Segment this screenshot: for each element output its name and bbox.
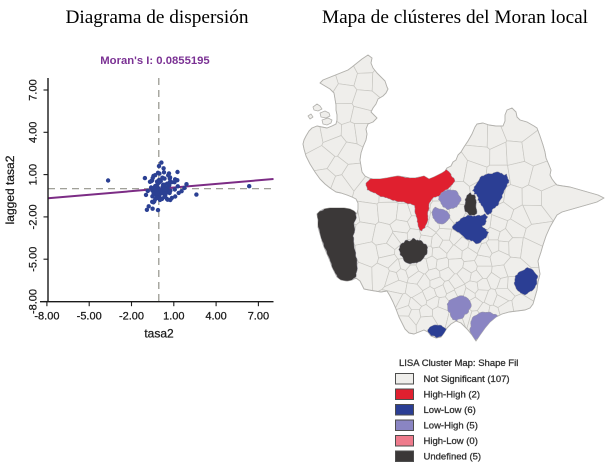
svg-text:-5.00: -5.00 [28,247,40,272]
svg-text:tasa2: tasa2 [144,327,174,341]
svg-text:lagged tasa2: lagged tasa2 [3,155,17,224]
svg-text:High-High (2): High-High (2) [424,390,481,401]
svg-text:7.00: 7.00 [248,310,269,322]
svg-text:-5.00: -5.00 [77,310,102,322]
svg-text:-8.00: -8.00 [34,310,59,322]
svg-text:1.00: 1.00 [163,310,184,322]
svg-text:Low-Low (6): Low-Low (6) [424,405,476,416]
svg-text:-2.00: -2.00 [28,204,40,229]
svg-text:7.00: 7.00 [28,79,40,100]
svg-text:Low-High (5): Low-High (5) [424,421,478,432]
svg-text:Moran's I: 0.0855195: Moran's I: 0.0855195 [100,55,209,67]
svg-text:Undefined (5): Undefined (5) [424,452,482,463]
svg-text:-8.00: -8.00 [28,289,40,314]
svg-text:4.00: 4.00 [28,122,40,143]
svg-text:Not Significant (107): Not Significant (107) [424,374,510,385]
svg-text:4.00: 4.00 [205,310,226,322]
svg-text:1.00: 1.00 [28,164,40,185]
svg-text:High-Low (0): High-Low (0) [424,436,478,447]
svg-text:LISA Cluster Map: Shape Fil: LISA Cluster Map: Shape Fil [399,358,518,369]
svg-text:-2.00: -2.00 [119,310,144,322]
